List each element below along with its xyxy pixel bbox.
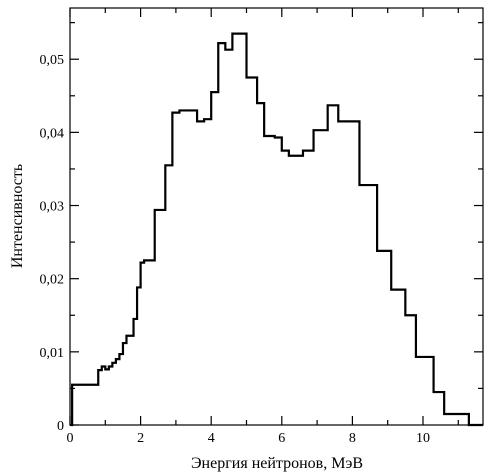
y-tick-label: 0,03 xyxy=(40,200,65,215)
x-tick-label: 6 xyxy=(278,431,285,446)
plot-frame xyxy=(69,7,484,426)
x-axis-title: Энергия нейтронов, МэВ xyxy=(191,455,363,472)
y-tick-label: 0 xyxy=(57,419,64,434)
y-tick-label: 0,02 xyxy=(40,273,65,288)
ticks xyxy=(69,8,483,426)
y-axis-title: Интенсивность xyxy=(9,164,26,268)
y-tick-label: 0,04 xyxy=(40,126,65,141)
y-tick-label: 0,01 xyxy=(40,346,65,361)
tick-labels: 0 2 4 6 8 10 0 0,01 0,02 0,03 0,04 0,05 xyxy=(40,53,430,446)
y-tick-label: 0,05 xyxy=(40,53,65,68)
x-tick-label: 2 xyxy=(137,431,144,446)
x-tick-label: 0 xyxy=(67,431,74,446)
series-line xyxy=(70,32,483,427)
x-tick-label: 8 xyxy=(349,431,356,446)
x-tick-label: 10 xyxy=(416,431,430,446)
x-tick-label: 4 xyxy=(208,431,215,446)
